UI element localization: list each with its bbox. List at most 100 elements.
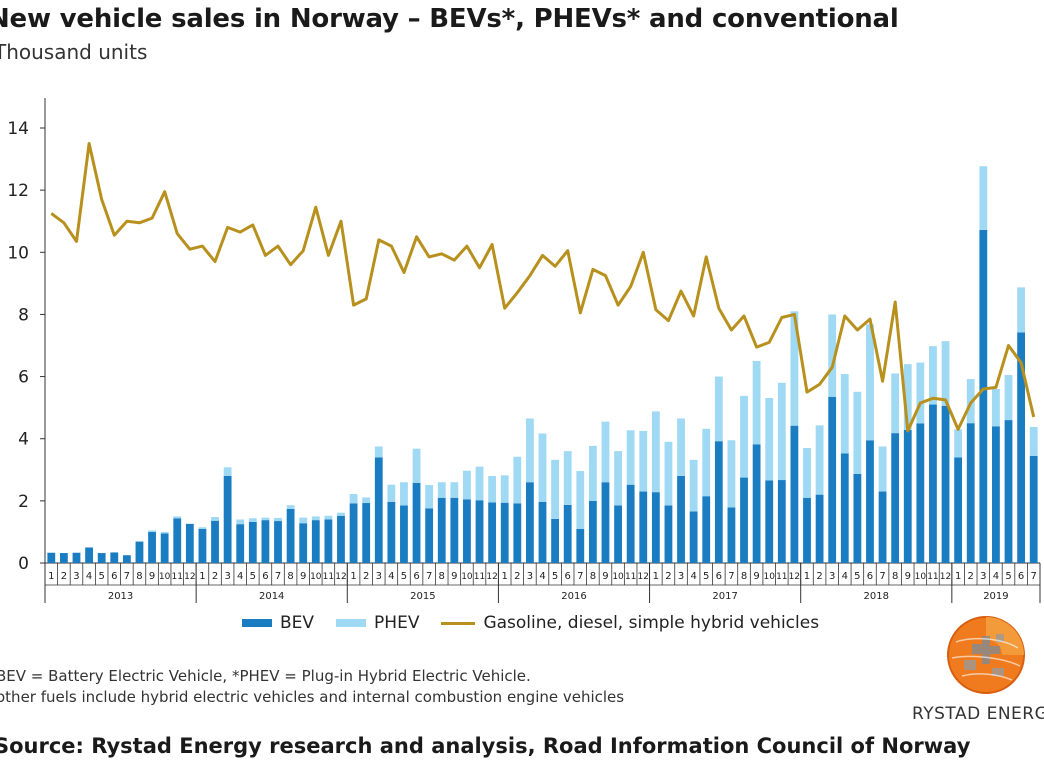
bar-phev — [677, 418, 685, 476]
bar-bev — [236, 524, 245, 563]
x-tick-label: 12 — [638, 572, 649, 582]
bar-bev — [664, 505, 673, 563]
bar-phev — [513, 456, 522, 504]
y-tick-label: 2 — [18, 492, 29, 512]
bar-phev — [740, 395, 748, 478]
bar-phev — [211, 517, 219, 521]
x-tick-label: 4 — [690, 571, 696, 582]
x-tick-label: 7 — [275, 571, 281, 582]
bar-phev — [576, 471, 585, 529]
bar-bev — [135, 541, 144, 563]
bar-phev — [463, 470, 471, 500]
bar-bev — [803, 497, 811, 563]
x-tick-label: 5 — [250, 571, 256, 582]
x-tick-label: 5 — [854, 571, 860, 582]
bar-phev — [563, 451, 572, 505]
x-tick-label: 7 — [1031, 571, 1037, 582]
bar-bev — [412, 482, 421, 563]
bar-phev — [425, 485, 434, 509]
x-tick-label: 9 — [451, 571, 457, 582]
bar-phev — [903, 364, 912, 431]
x-tick-label: 3 — [376, 571, 382, 582]
bar-bev — [765, 480, 774, 563]
x-tick-label: 3 — [73, 571, 79, 582]
y-tick-label: 12 — [7, 181, 29, 201]
chart-x-labels: 1 2 3 4 5 6 7 8 9 10 11 12 1 2 3 4 5 6 7 8 9 10 11 12 1 2 3 4 5 6 7 8 9 1… — [44, 563, 1041, 603]
bar-bev — [966, 423, 975, 563]
bar-phev — [979, 166, 988, 230]
y-tick-label: 14 — [7, 119, 29, 139]
x-tick-label: 9 — [753, 571, 759, 582]
x-tick-label: 2 — [514, 571, 520, 582]
bar-phev — [815, 425, 824, 495]
bar-bev — [122, 555, 131, 563]
chart-subtitle: Thousand units — [0, 40, 148, 64]
bar-phev — [702, 428, 711, 497]
bar-bev — [601, 482, 610, 563]
footnote-definitions: BEV = Battery Electric Vehicle, *PHEV = … — [0, 667, 531, 685]
x-tick-label: 6 — [111, 571, 117, 582]
x-tick-label: 4 — [842, 571, 848, 582]
bar-phev — [790, 311, 799, 426]
bar-phev — [954, 429, 963, 458]
x-tick-label: 8 — [439, 571, 445, 582]
bar-bev — [47, 552, 56, 563]
bar-bev — [248, 521, 257, 563]
bar-bev — [790, 425, 799, 563]
x-tick-label: 2 — [363, 571, 369, 582]
bar-phev — [752, 361, 761, 445]
x-tick-label: 10 — [612, 572, 624, 582]
bar-bev — [475, 500, 484, 563]
bar-phev — [475, 466, 484, 501]
x-tick-label: 8 — [590, 571, 596, 582]
bar-phev — [261, 517, 270, 521]
bar-bev — [538, 501, 547, 563]
x-tick-label: 9 — [602, 571, 608, 582]
y-tick-label: 0 — [18, 554, 29, 574]
bar-bev — [903, 430, 912, 563]
bar-phev — [714, 376, 723, 442]
x-tick-label: 3 — [829, 571, 835, 582]
x-tick-label: 11 — [474, 572, 485, 582]
bar-bev — [714, 441, 723, 563]
x-tick-label: 4 — [237, 571, 243, 582]
bar-bev — [160, 533, 169, 563]
footnote-other-fuels: other fuels include hybrid electric vehi… — [0, 688, 625, 706]
bar-bev — [198, 528, 207, 563]
bar-phev — [992, 389, 1000, 427]
bar-bev — [261, 520, 270, 563]
bar-phev — [148, 530, 156, 532]
x-tick-label: 6 — [413, 571, 419, 582]
bar-bev — [173, 518, 182, 563]
bar-phev — [349, 494, 358, 504]
bar-phev — [664, 441, 673, 506]
x-tick-label: 4 — [993, 571, 999, 582]
x-tick-label: 6 — [867, 571, 873, 582]
x-tick-label: 4 — [539, 571, 545, 582]
bar-bev — [185, 523, 194, 563]
legend-label-conventional: Gasoline, diesel, simple hybrid vehicles — [483, 613, 820, 633]
bar-phev — [311, 516, 320, 521]
y-tick-label: 6 — [18, 368, 29, 388]
bar-phev — [198, 527, 207, 529]
chart-axes: 0 2 4 6 8 10 12 14 — [7, 98, 1040, 574]
bar-bev — [702, 496, 711, 563]
x-tick-label: 5 — [1005, 571, 1011, 582]
bar-phev — [412, 448, 421, 483]
x-tick-label: 9 — [905, 571, 911, 582]
bar-phev — [765, 398, 774, 481]
bar-phev — [840, 374, 849, 454]
legend-swatch-bev — [242, 619, 272, 627]
bar-phev — [551, 459, 559, 519]
x-tick-label: 8 — [892, 571, 898, 582]
bar-bev — [878, 491, 887, 563]
bar-bev — [740, 477, 748, 563]
x-tick-label: 12 — [335, 572, 346, 582]
y-tick-label: 4 — [18, 430, 29, 450]
bar-phev — [878, 446, 887, 492]
legend-swatch-conventional — [441, 621, 476, 625]
bar-phev — [651, 411, 660, 493]
bar-phev — [727, 440, 736, 508]
x-year-label: 2014 — [259, 591, 284, 602]
